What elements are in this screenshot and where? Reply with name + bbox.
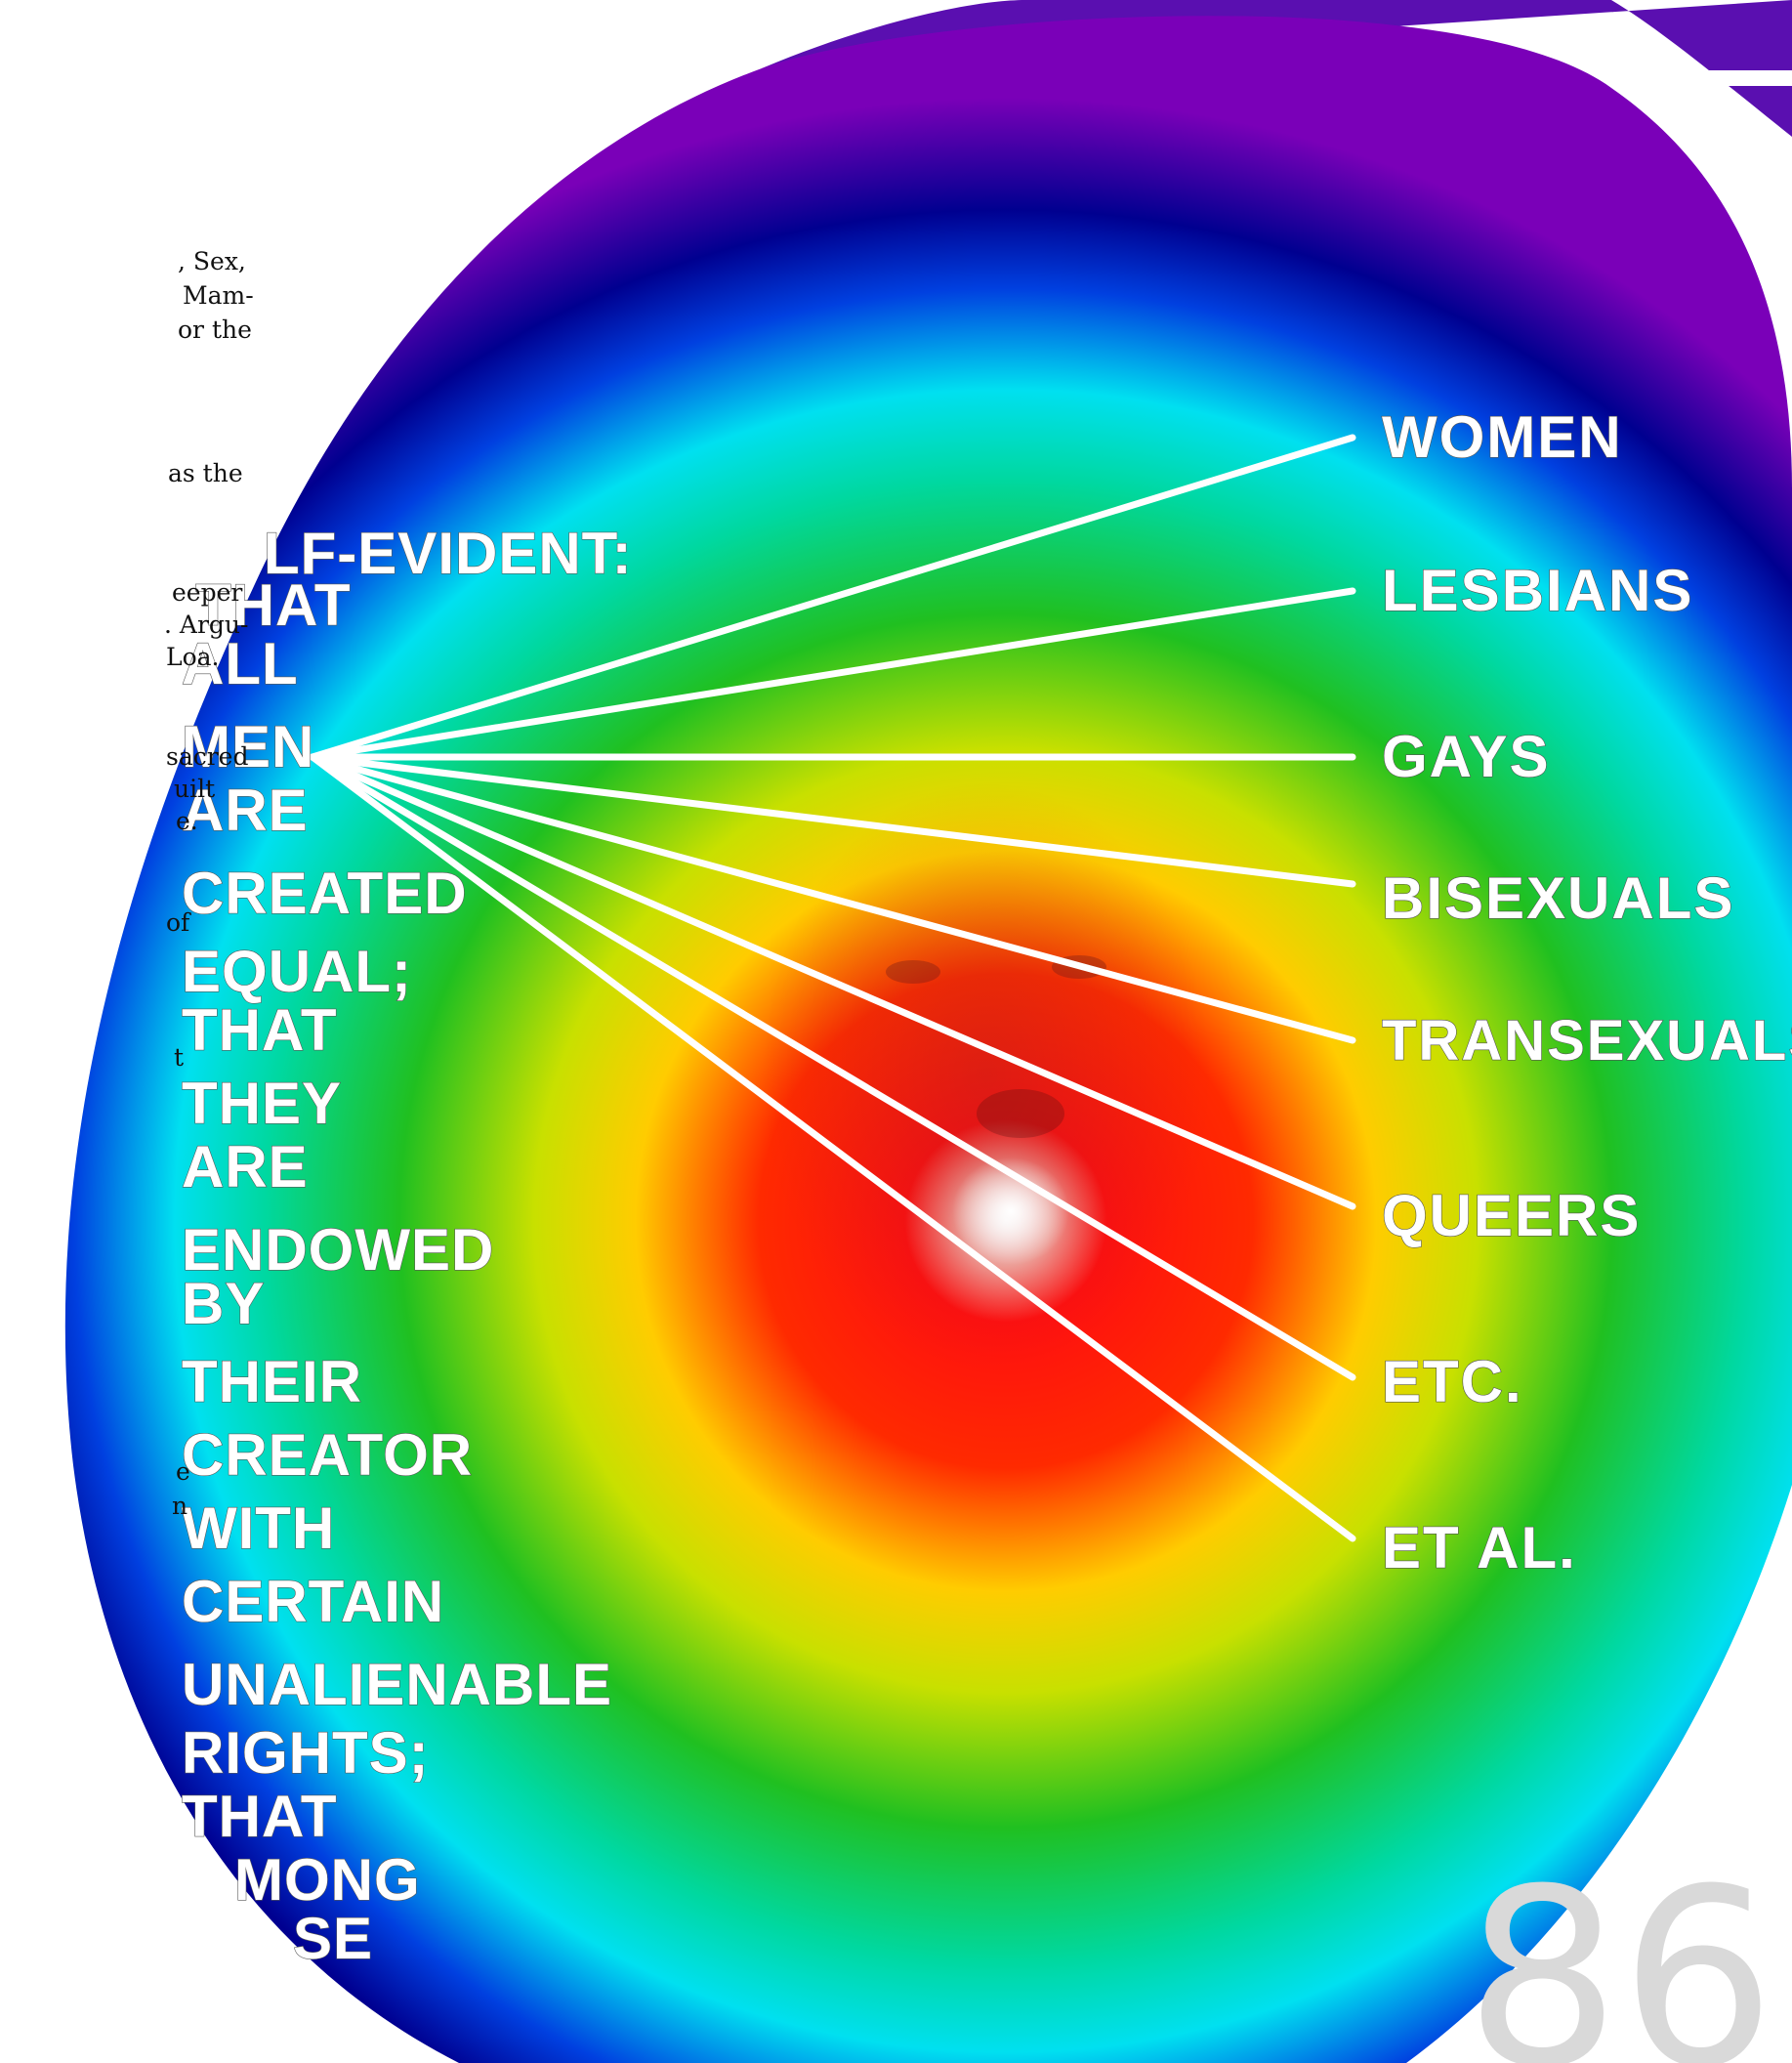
column-word: BY (182, 1271, 265, 1336)
column-word: THEIR (182, 1349, 362, 1414)
column-word: SE (293, 1906, 373, 1971)
text-fragment: of (166, 908, 190, 937)
column-word: ARE (182, 1134, 309, 1200)
text-fragment: t (174, 1043, 185, 1072)
line-to-transexuals (309, 753, 1356, 1044)
portrait-eye-left (886, 960, 940, 984)
text-fragment: . Argu- (164, 610, 249, 639)
text-fragment: eeper (172, 578, 243, 607)
label-gays: GAYS (1382, 724, 1551, 789)
column-word: EQUAL; (182, 939, 412, 1004)
column-word: CREATED (182, 861, 468, 926)
column-word: MONG (234, 1847, 421, 1913)
page-number: 86 (1465, 1836, 1775, 2063)
text-fragment: as the (168, 459, 243, 487)
column-word: MEN (182, 714, 314, 779)
column-word: ENDOWED (182, 1217, 494, 1283)
column-word: THAT (182, 997, 338, 1063)
label-bisexuals: BISEXUALS (1382, 865, 1734, 931)
column-word: THEY (182, 1071, 342, 1136)
text-fragment: e. (176, 807, 198, 835)
column-word: THAT (182, 1784, 338, 1849)
column-word: CREATOR (182, 1422, 473, 1488)
label-transexuals: TRANSEXUALS (1382, 1009, 1792, 1073)
line-to-women (309, 434, 1356, 761)
label-et-al: ET AL. (1382, 1515, 1577, 1580)
column-word: LF-EVIDENT: (264, 521, 633, 586)
text-fragment: uilt (174, 775, 216, 803)
label-lesbians: LESBIANS (1382, 558, 1693, 623)
column-word: WITH (182, 1495, 335, 1561)
center-glow (952, 1158, 1069, 1265)
line-to-bisexuals (309, 753, 1356, 888)
fan-lines (309, 434, 1356, 1542)
text-fragment: , Sex, (178, 247, 246, 275)
column-word: RIGHTS; (182, 1720, 430, 1786)
portrait-mouth (977, 1089, 1064, 1138)
line-to-et-al (309, 753, 1356, 1542)
declaration-column: LF-EVIDENT: THAT ALL MEN ARE CREATED EQU… (181, 520, 633, 1971)
text-fragment: Loa. (166, 643, 220, 671)
column-word: UNALIENABLE (182, 1652, 612, 1717)
column-word: ALL (182, 631, 299, 696)
text-fragment: or the (178, 316, 252, 344)
line-to-lesbians (309, 587, 1356, 761)
label-women: WOMEN (1382, 404, 1623, 470)
portrait-face (762, 781, 1211, 1368)
column-word: ARE (182, 778, 309, 843)
label-etc: ETC. (1382, 1349, 1523, 1414)
text-fragment: sacred (166, 742, 249, 771)
text-fragment: n (172, 1492, 188, 1520)
group-labels: WOMEN LESBIANS GAYS BISEXUALS TRANSEXUAL… (1381, 403, 1792, 1580)
line-to-etc (309, 753, 1356, 1381)
text-fragment: Mam- (183, 281, 254, 310)
column-word: CERTAIN (182, 1569, 444, 1634)
line-to-queers (309, 753, 1356, 1210)
label-queers: QUEERS (1382, 1183, 1641, 1248)
text-fragment: e (176, 1457, 190, 1486)
column-word: THAT (195, 572, 352, 638)
